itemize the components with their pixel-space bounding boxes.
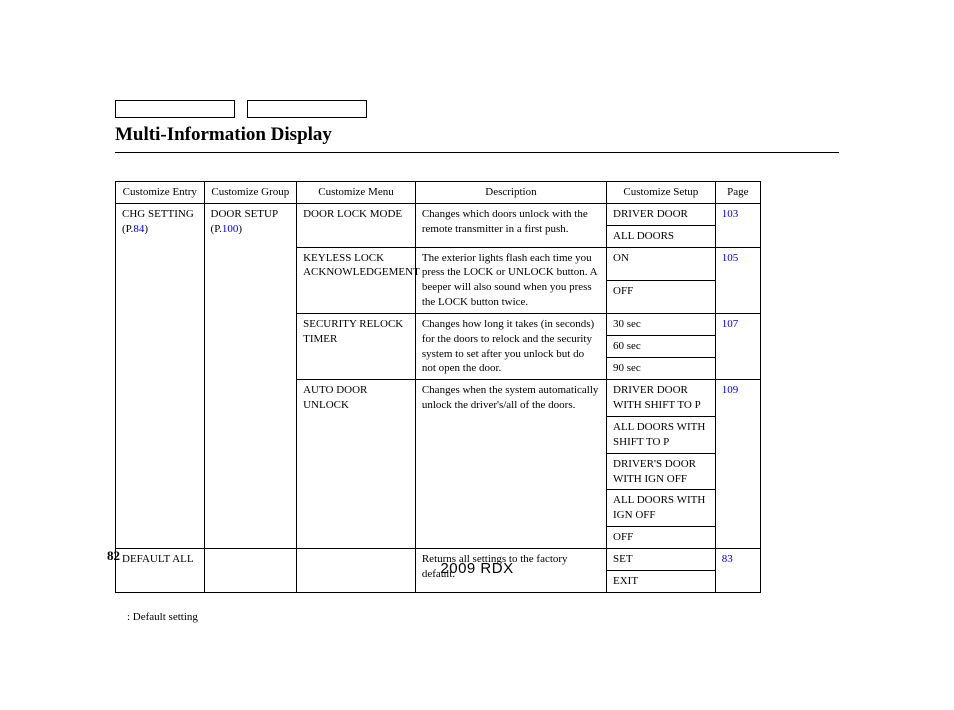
table-header-row: Customize Entry Customize Group Customiz… xyxy=(116,182,761,204)
cell-desc-keyless: The exterior lights flash each time you … xyxy=(415,247,606,313)
entry-page-link[interactable]: 84 xyxy=(133,223,144,235)
cell-setup: 60 sec xyxy=(607,336,716,358)
cell-menu-autodoor: AUTO DOOR UNLOCK xyxy=(297,380,416,549)
col-header-group: Customize Group xyxy=(204,182,297,204)
cell-desc-security: Changes how long it takes (in seconds) f… xyxy=(415,313,606,379)
title-underline xyxy=(115,152,839,153)
col-header-menu: Customize Menu xyxy=(297,182,416,204)
page-container: Multi-Information Display Customize Entr… xyxy=(0,0,954,710)
page-title: Multi-Information Display xyxy=(115,124,839,146)
group-label: DOOR SETUP xyxy=(211,208,279,220)
cell-page-doorlockmode: 103 xyxy=(715,203,760,247)
cell-desc-autodoor: Changes when the system automatically un… xyxy=(415,380,606,549)
cell-setup: ON xyxy=(607,247,716,280)
cell-setup: ALL DOORS WITH IGN OFF xyxy=(607,490,716,527)
col-header-description: Description xyxy=(415,182,606,204)
cell-setup: ALL DOORS xyxy=(607,225,716,247)
cell-page-autodoor: 109 xyxy=(715,380,760,549)
col-header-page: Page xyxy=(715,182,760,204)
cell-menu-security: SECURITY RELOCK TIMER xyxy=(297,313,416,379)
cell-menu-keyless: KEYLESS LOCK ACKNOWLEDGEMENT xyxy=(297,247,416,313)
cell-desc-doorlockmode: Changes which doors unlock with the remo… xyxy=(415,203,606,247)
page-link[interactable]: 105 xyxy=(722,252,739,264)
group-pref-close: ) xyxy=(238,223,242,235)
header-box-1 xyxy=(115,100,235,118)
table-row: CHG SETTING (P.84) DOOR SETUP (P.100) DO… xyxy=(116,203,761,225)
entry-pref-open: (P. xyxy=(122,223,133,235)
cell-setup: 30 sec xyxy=(607,313,716,335)
header-box-2 xyxy=(247,100,367,118)
customize-table: Customize Entry Customize Group Customiz… xyxy=(115,181,761,593)
cell-setup: DRIVER DOOR xyxy=(607,203,716,225)
header-boxes-row xyxy=(115,100,839,118)
cell-setup: OFF xyxy=(607,527,716,549)
group-pref-open: (P. xyxy=(211,223,222,235)
cell-menu-doorlockmode: DOOR LOCK MODE xyxy=(297,203,416,247)
cell-setup: ALL DOORS WITH SHIFT TO P xyxy=(607,416,716,453)
entry-label: CHG SETTING xyxy=(122,208,194,220)
cell-page-security: 107 xyxy=(715,313,760,379)
cell-setup: OFF xyxy=(607,280,716,313)
cell-entry: CHG SETTING (P.84) xyxy=(116,203,205,548)
footer-model-year: 2009 RDX xyxy=(0,560,954,577)
cell-setup: DRIVER DOOR WITH SHIFT TO P xyxy=(607,380,716,417)
col-header-setup: Customize Setup xyxy=(607,182,716,204)
entry-pref-close: ) xyxy=(144,223,148,235)
cell-group: DOOR SETUP (P.100) xyxy=(204,203,297,548)
page-link[interactable]: 103 xyxy=(722,208,739,220)
cell-setup: 90 sec xyxy=(607,358,716,380)
footnote-default-setting: : Default setting xyxy=(115,611,839,623)
col-header-entry: Customize Entry xyxy=(116,182,205,204)
cell-page-keyless: 105 xyxy=(715,247,760,313)
cell-setup: DRIVER'S DOOR WITH IGN OFF xyxy=(607,453,716,490)
page-link[interactable]: 109 xyxy=(722,384,739,396)
group-page-link[interactable]: 100 xyxy=(222,223,239,235)
page-link[interactable]: 107 xyxy=(722,318,739,330)
